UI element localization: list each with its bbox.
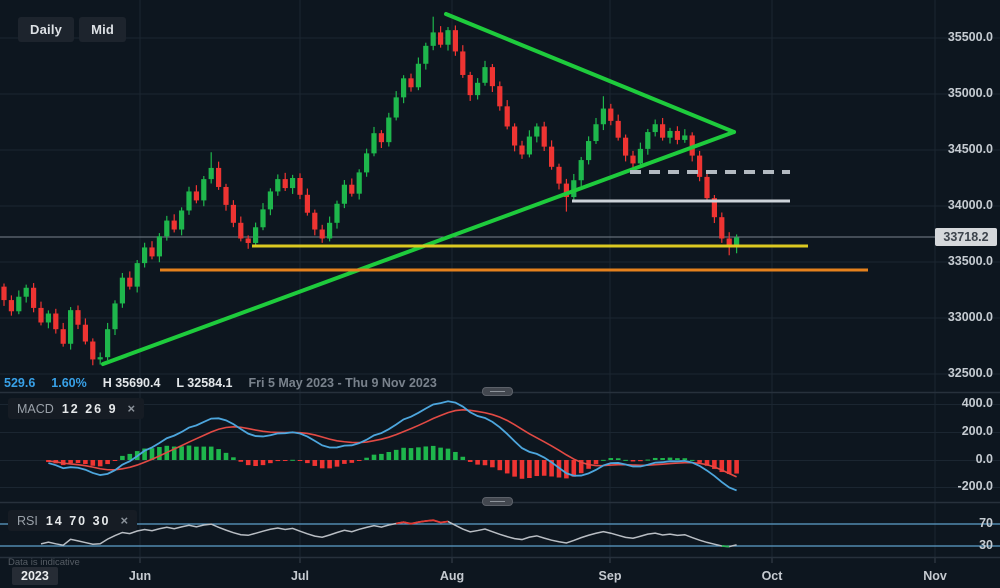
change-percent: 1.60% [51,376,87,390]
macd-panel [46,400,739,492]
rsi-indicator-label: RSI 14 70 30 × [8,510,138,531]
candlesticks [1,16,740,366]
price-tick-33000.0: 33000.0 [947,310,993,324]
data-indicative-note: Data is indicative [8,557,80,568]
macd-histogram [46,445,739,479]
year-label: 2023 [12,567,58,585]
macd-tick--200.0: -200.0 [957,479,993,493]
rsi-panel-resize-handle[interactable] [482,497,513,506]
change-value: 529.6 [4,376,36,390]
rsi-line [40,519,737,548]
rsi-oversold-segment [721,545,730,548]
price-tick-32500.0: 32500.0 [947,366,993,380]
triangle-lower-trendline[interactable] [101,130,736,366]
rsi-overbought-segment [396,519,449,525]
macd-line [48,400,737,492]
date-range: Fri 5 May 2023 - Thu 9 Nov 2023 [248,376,437,390]
price-tick-34000.0: 34000.0 [947,198,993,212]
rsi-panel [40,519,737,548]
price-tick-34500.0: 34500.0 [947,142,993,156]
macd-params: 12 26 9 [61,401,118,416]
price-tick-35000.0: 35000.0 [947,86,993,100]
triangle-upper-trendline[interactable] [444,12,736,134]
month-label-sep: Sep [598,569,622,583]
month-label-oct: Oct [761,569,783,583]
rsi-close-icon[interactable]: × [120,513,129,528]
rsi-tick-70: 70 [979,516,993,530]
macd-tick-0.0: 0.0 [975,452,993,466]
price-tick-33500.0: 33500.0 [947,254,993,268]
rsi-tick-30: 30 [979,538,993,552]
period-low: L 32584.1 [176,376,233,390]
macd-panel-resize-handle[interactable] [482,387,513,396]
month-label-jul: Jul [290,569,310,583]
price-mid-button[interactable]: Mid [79,17,127,42]
rsi-name: RSI [17,513,38,528]
drawn-annotations[interactable] [101,12,868,366]
macd-tick-200.0: 200.0 [961,424,993,438]
macd-close-icon[interactable]: × [127,401,136,416]
timeframe-daily-button[interactable]: Daily [18,17,75,42]
macd-signal-line [48,408,737,478]
price-tick-35500.0: 35500.0 [947,30,993,44]
period-high: H 35690.4 [102,376,161,390]
month-label-jun: Jun [128,569,152,583]
rsi-params: 14 70 30 [45,513,111,528]
month-label-aug: Aug [439,569,465,583]
macd-name: MACD [17,401,54,416]
macd-indicator-label: MACD 12 26 9 × [8,398,145,419]
instrument-stats-bar: 529.6 1.60% H 35690.4 L 32584.1 Fri 5 Ma… [4,376,437,390]
timeframe-toolbar: Daily Mid [18,17,127,42]
month-label-nov: Nov [923,569,947,583]
macd-tick-400.0: 400.0 [961,396,993,410]
current-price-label: 33718.2 [935,228,997,246]
